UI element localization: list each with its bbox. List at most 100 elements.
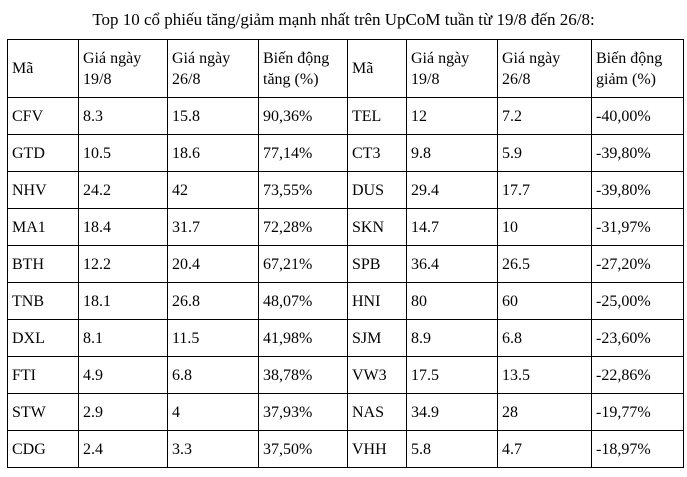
ticker-cell: DUS xyxy=(347,171,407,209)
value-cell: -27,20% xyxy=(591,245,684,283)
value-cell: 72,28% xyxy=(258,208,348,246)
value-cell: 10 xyxy=(497,208,592,246)
table-row: DXL 8.1 11.5 41,98% SJM 8.9 6.8 -23,60% xyxy=(7,319,684,357)
value-cell: 18.6 xyxy=(167,134,259,172)
ticker-cell: CFV xyxy=(7,97,79,135)
table-row: CDG 2.4 3.3 37,50% VHH 5.8 4.7 -18,97% xyxy=(7,430,684,468)
value-cell: 7.2 xyxy=(497,97,592,135)
value-cell: 77,14% xyxy=(258,134,348,172)
column-header: Giá ngày 19/8 xyxy=(78,39,168,98)
table-row: TNB 18.1 26.8 48,07% HNI 80 60 -25,00% xyxy=(7,282,684,320)
value-cell: 13.5 xyxy=(497,356,592,394)
value-cell: 37,93% xyxy=(258,393,348,431)
column-header: Giá ngày 26/8 xyxy=(497,39,592,98)
value-cell: -40,00% xyxy=(591,97,684,135)
value-cell: 80 xyxy=(406,282,498,320)
value-cell: 5.9 xyxy=(497,134,592,172)
value-cell: 4.7 xyxy=(497,430,592,468)
value-cell: 48,07% xyxy=(258,282,348,320)
ticker-cell: TEL xyxy=(347,97,407,135)
table-row: GTD 10.5 18.6 77,14% CT3 9.8 5.9 -39,80% xyxy=(7,134,684,172)
page-title: Top 10 cổ phiếu tăng/giảm mạnh nhất trên… xyxy=(92,10,595,29)
value-cell: -39,80% xyxy=(591,134,684,172)
value-cell: -25,00% xyxy=(591,282,684,320)
ticker-cell: NAS xyxy=(347,393,407,431)
column-header: Giá ngày 26/8 xyxy=(167,39,259,98)
value-cell: 12 xyxy=(406,97,498,135)
value-cell: -18,97% xyxy=(591,430,684,468)
column-header: Mã xyxy=(347,39,407,98)
value-cell: 6.8 xyxy=(167,356,259,394)
column-header: Biến động giảm (%) xyxy=(591,39,684,98)
value-cell: 29.4 xyxy=(406,171,498,209)
table-body: CFV 8.3 15.8 90,36% TEL 12 7.2 -40,00% GTD 10.5 18… xyxy=(7,97,684,468)
value-cell: 11.5 xyxy=(167,319,259,357)
ticker-cell: NHV xyxy=(7,171,79,209)
value-cell: 18.1 xyxy=(78,282,168,320)
ticker-cell: SKN xyxy=(347,208,407,246)
value-cell: 14.7 xyxy=(406,208,498,246)
value-cell: 18.4 xyxy=(78,208,168,246)
table-row: BTH 12.2 20.4 67,21% SPB 36.4 26.5 -27,20% xyxy=(7,245,684,283)
table-row: NHV 24.2 42 73,55% DUS 29.4 17.7 -39,80% xyxy=(7,171,684,209)
stock-table: Mã Giá ngày 19/8 Giá ngày 26/8 Biến động tă… xyxy=(7,39,684,468)
value-cell: 3.3 xyxy=(167,430,259,468)
value-cell: 8.9 xyxy=(406,319,498,357)
value-cell: -23,60% xyxy=(591,319,684,357)
value-cell: 2.4 xyxy=(78,430,168,468)
column-header: Biến động tăng (%) xyxy=(258,39,348,98)
value-cell: 10.5 xyxy=(78,134,168,172)
value-cell: -31,97% xyxy=(591,208,684,246)
ticker-cell: GTD xyxy=(7,134,79,172)
table-row: CFV 8.3 15.8 90,36% TEL 12 7.2 -40,00% xyxy=(7,97,684,135)
value-cell: 8.3 xyxy=(78,97,168,135)
value-cell: 2.9 xyxy=(78,393,168,431)
value-cell: 67,21% xyxy=(258,245,348,283)
table-row: STW 2.9 4 37,93% NAS 34.9 28 -19,77% xyxy=(7,393,684,431)
value-cell: 26.5 xyxy=(497,245,592,283)
value-cell: 4.9 xyxy=(78,356,168,394)
value-cell: 24.2 xyxy=(78,171,168,209)
value-cell: 37,50% xyxy=(258,430,348,468)
column-header: Giá ngày 19/8 xyxy=(406,39,498,98)
value-cell: 15.8 xyxy=(167,97,259,135)
ticker-cell: CDG xyxy=(7,430,79,468)
ticker-cell: TNB xyxy=(7,282,79,320)
value-cell: 36.4 xyxy=(406,245,498,283)
value-cell: -19,77% xyxy=(591,393,684,431)
value-cell: 73,55% xyxy=(258,171,348,209)
value-cell: 60 xyxy=(497,282,592,320)
value-cell: 4 xyxy=(167,393,259,431)
value-cell: 90,36% xyxy=(258,97,348,135)
value-cell: -39,80% xyxy=(591,171,684,209)
value-cell: 8.1 xyxy=(78,319,168,357)
ticker-cell: SPB xyxy=(347,245,407,283)
header-row: Mã Giá ngày 19/8 Giá ngày 26/8 Biến động tă… xyxy=(7,39,684,98)
value-cell: 41,98% xyxy=(258,319,348,357)
ticker-cell: STW xyxy=(7,393,79,431)
value-cell: 9.8 xyxy=(406,134,498,172)
ticker-cell: HNI xyxy=(347,282,407,320)
value-cell: 12.2 xyxy=(78,245,168,283)
value-cell: -22,86% xyxy=(591,356,684,394)
ticker-cell: MA1 xyxy=(7,208,79,246)
ticker-cell: VHH xyxy=(347,430,407,468)
value-cell: 38,78% xyxy=(258,356,348,394)
ticker-cell: CT3 xyxy=(347,134,407,172)
ticker-cell: BTH xyxy=(7,245,79,283)
value-cell: 31.7 xyxy=(167,208,259,246)
ticker-cell: DXL xyxy=(7,319,79,357)
value-cell: 26.8 xyxy=(167,282,259,320)
value-cell: 17.7 xyxy=(497,171,592,209)
value-cell: 42 xyxy=(167,171,259,209)
table-row: MA1 18.4 31.7 72,28% SKN 14.7 10 -31,97% xyxy=(7,208,684,246)
value-cell: 6.8 xyxy=(497,319,592,357)
table-row: FTI 4.9 6.8 38,78% VW3 17.5 13.5 -22,86% xyxy=(7,356,684,394)
value-cell: 34.9 xyxy=(406,393,498,431)
value-cell: 17.5 xyxy=(406,356,498,394)
ticker-cell: SJM xyxy=(347,319,407,357)
value-cell: 5.8 xyxy=(406,430,498,468)
ticker-cell: VW3 xyxy=(347,356,407,394)
ticker-cell: FTI xyxy=(7,356,79,394)
